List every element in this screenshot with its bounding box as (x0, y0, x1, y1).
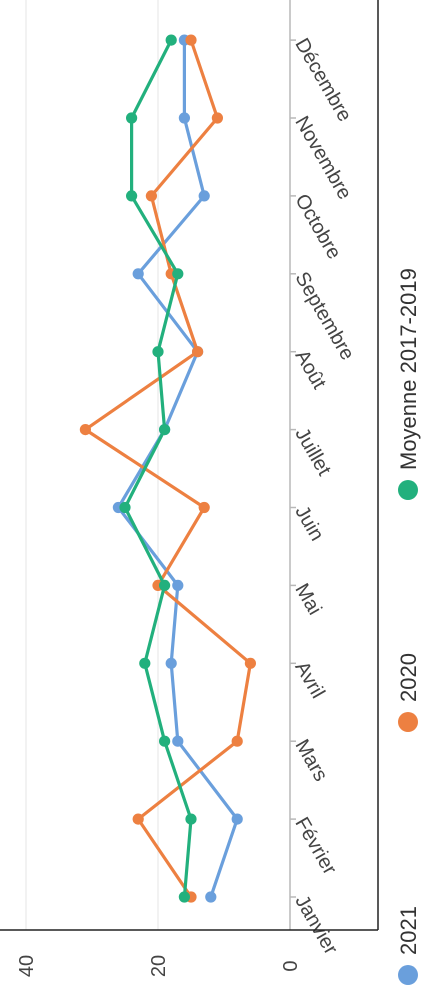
legend-item-moyenne-2017-2019: Moyenne 2017-2019 (396, 268, 421, 500)
data-point-2020-fevrier (132, 813, 144, 825)
data-point-moyenne-2017-2019-decembre (165, 34, 177, 46)
legend-marker (398, 712, 418, 732)
data-point-moyenne-2017-2019-octobre (126, 190, 138, 202)
data-point-moyenne-2017-2019-avril (139, 657, 151, 669)
legend-item-2021: 2021 (396, 906, 421, 985)
data-point-2020-decembre (185, 34, 197, 46)
data-point-moyenne-2017-2019-novembre (126, 112, 138, 124)
data-point-2020-avril (244, 657, 256, 669)
category-label-juillet: Juillet (290, 424, 335, 480)
data-point-2021-avril (165, 657, 177, 669)
data-point-2021-mars (172, 735, 184, 747)
legend-marker (398, 965, 418, 985)
data-point-moyenne-2017-2019-juillet (159, 424, 171, 436)
category-label-septembre: Septembre (290, 268, 358, 364)
value-tick-label: 0 (280, 960, 302, 971)
category-label-novembre: Novembre (290, 113, 355, 204)
category-label-fevrier: Février (290, 814, 340, 879)
data-point-moyenne-2017-2019-fevrier (185, 813, 197, 825)
value-tick-label: 40 (16, 955, 38, 977)
category-label-decembre: Décembre (290, 35, 355, 126)
category-label-janvier: Janvier (290, 892, 341, 959)
series-line-moyenne-2017-2019 (123, 39, 193, 898)
category-label-aout: Août (290, 346, 330, 393)
data-point-moyenne-2017-2019-mai (159, 579, 171, 592)
data-point-2020-aout (192, 346, 204, 358)
data-point-moyenne-2017-2019-juin (119, 501, 131, 514)
value-tick-label: 20 (148, 955, 170, 977)
data-point-moyenne-2017-2019-mars (159, 735, 171, 747)
category-label-avril: Avril (290, 658, 328, 702)
value-axis-ticks: 0 20 40 (16, 955, 302, 977)
legend-marker (398, 480, 418, 500)
gridlines (25, 0, 159, 930)
data-point-2021-octobre (198, 190, 210, 202)
legend-item-2020: 2020 (396, 653, 421, 732)
legend-label: 2020 (396, 653, 421, 702)
data-point-2020-juin (198, 501, 210, 514)
series-2020 (79, 34, 256, 903)
legend-label: Moyenne 2017-2019 (396, 268, 421, 470)
legend: 2021 2020 Moyenne 2017-2019 (396, 268, 421, 985)
data-point-2020-mars (231, 735, 243, 747)
data-point-2020-juillet (79, 424, 91, 436)
data-point-moyenne-2017-2019-septembre (172, 268, 184, 280)
data-point-2021-mai (172, 579, 184, 592)
series-2021 (112, 34, 243, 903)
category-axis-ticks: JanvierFévrierMarsAvrilMaiJuinJuilletAoû… (290, 35, 358, 959)
data-point-2021-fevrier (231, 813, 243, 825)
data-point-2021-novembre (178, 112, 190, 124)
data-point-2021-janvier (205, 891, 217, 903)
series-line-2021 (116, 40, 239, 898)
data-point-2020-novembre (211, 112, 223, 124)
legend-label: 2021 (396, 906, 421, 955)
series-moyenne-2017-2019 (119, 34, 197, 903)
series-group (79, 34, 256, 903)
series-line-2020 (83, 39, 252, 898)
data-point-2020-octobre (145, 190, 157, 202)
data-point-2021-septembre (132, 268, 144, 280)
data-point-moyenne-2017-2019-aout (152, 346, 164, 358)
data-point-moyenne-2017-2019-janvier (178, 891, 190, 903)
category-label-juin: Juin (290, 502, 327, 545)
category-label-mars: Mars (290, 736, 331, 785)
